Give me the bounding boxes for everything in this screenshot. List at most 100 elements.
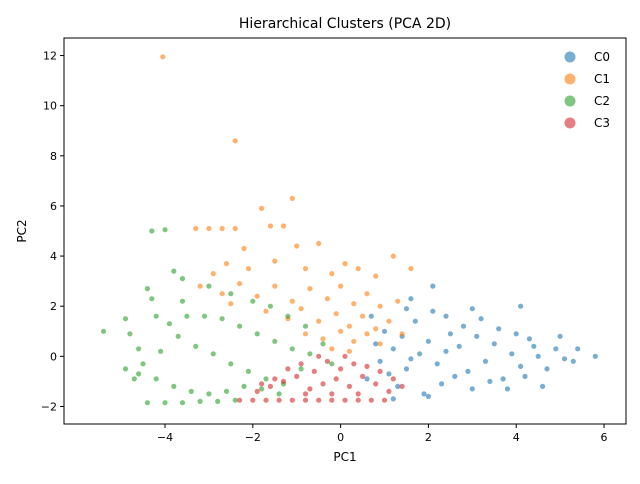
data-point-c3 xyxy=(360,373,366,379)
data-point-c1 xyxy=(351,338,357,344)
y-axis: −2 0 2 4 6 8 10 12 xyxy=(41,50,64,413)
data-point-c1 xyxy=(302,266,309,272)
data-point-c2 xyxy=(289,346,295,352)
data-point-c1 xyxy=(280,223,287,229)
data-point-c3 xyxy=(390,376,396,382)
y-tick-label: 2 xyxy=(50,300,57,313)
data-point-c0 xyxy=(364,376,370,382)
data-point-c0 xyxy=(535,353,541,359)
data-point-c3 xyxy=(346,383,352,389)
data-point-c1 xyxy=(302,331,309,337)
data-point-c2 xyxy=(122,366,129,372)
data-point-c1 xyxy=(399,331,405,337)
data-point-c0 xyxy=(465,368,471,374)
data-point-c0 xyxy=(474,333,480,339)
data-point-c0 xyxy=(460,323,467,329)
data-point-c0 xyxy=(553,346,559,352)
data-point-c0 xyxy=(395,383,401,389)
data-point-c2 xyxy=(228,361,234,367)
data-point-c1 xyxy=(263,308,269,314)
data-point-c3 xyxy=(267,383,273,389)
y-tick-label: 12 xyxy=(43,50,57,63)
data-point-c0 xyxy=(469,386,475,392)
legend-label-c0: C0 xyxy=(594,50,610,64)
data-point-c1 xyxy=(272,258,278,264)
data-point-c3 xyxy=(338,366,344,372)
data-point-c3 xyxy=(316,353,322,359)
x-axis: −4 −2 0 2 4 6 xyxy=(157,424,608,444)
data-point-c2 xyxy=(136,346,142,352)
data-point-c1 xyxy=(160,54,166,60)
data-point-c0 xyxy=(381,328,388,334)
data-point-c2 xyxy=(263,376,269,382)
data-point-c2 xyxy=(127,331,133,337)
data-point-c2 xyxy=(144,400,150,406)
data-point-c2 xyxy=(241,383,247,389)
y-axis-label: PC2 xyxy=(15,219,29,242)
data-point-c1 xyxy=(254,293,260,299)
data-point-c1 xyxy=(338,328,344,334)
data-point-c0 xyxy=(557,333,563,339)
data-point-c1 xyxy=(329,271,335,277)
legend-marker-c3 xyxy=(564,117,576,129)
x-tick-label: 4 xyxy=(513,431,520,444)
data-point-c3 xyxy=(302,397,309,403)
data-point-c2 xyxy=(237,323,243,329)
data-point-c3 xyxy=(329,391,335,397)
data-point-c1 xyxy=(324,296,330,302)
data-point-c2 xyxy=(298,366,304,372)
data-point-c0 xyxy=(390,346,396,352)
data-point-c2 xyxy=(276,391,282,397)
data-point-c3 xyxy=(399,383,405,389)
data-point-c2 xyxy=(162,227,168,233)
data-point-c0 xyxy=(518,363,524,369)
data-point-c1 xyxy=(316,240,322,247)
data-point-c1 xyxy=(390,253,396,259)
data-point-c2 xyxy=(206,391,212,397)
data-point-c1 xyxy=(298,306,304,312)
data-point-c2 xyxy=(162,400,168,406)
data-point-c0 xyxy=(487,378,493,384)
data-point-c0 xyxy=(373,341,379,347)
data-point-c2 xyxy=(144,286,150,292)
data-point-c2 xyxy=(228,291,234,297)
data-point-c0 xyxy=(509,351,515,357)
data-point-c1 xyxy=(223,261,230,267)
data-point-c2 xyxy=(158,348,164,354)
data-point-c2 xyxy=(122,316,129,322)
data-point-c2 xyxy=(179,298,186,304)
data-point-c0 xyxy=(403,306,410,312)
data-point-c0 xyxy=(575,346,581,352)
data-point-c0 xyxy=(518,303,524,309)
data-point-c2 xyxy=(285,313,291,319)
data-point-c2 xyxy=(153,313,159,319)
x-axis-label: PC1 xyxy=(333,450,356,464)
data-point-c2 xyxy=(179,276,186,282)
data-point-c0 xyxy=(390,396,396,402)
data-point-c3 xyxy=(276,397,282,403)
data-point-c0 xyxy=(570,358,576,364)
data-point-c0 xyxy=(443,313,449,319)
data-point-c3 xyxy=(342,353,348,359)
data-point-c3 xyxy=(333,376,339,382)
data-point-c3 xyxy=(324,358,330,364)
data-point-c1 xyxy=(355,266,361,272)
data-point-c1 xyxy=(351,301,357,307)
data-point-c2 xyxy=(307,351,313,357)
points-layer xyxy=(100,54,598,406)
data-point-c2 xyxy=(153,376,159,382)
data-point-c2 xyxy=(171,268,177,274)
data-point-c0 xyxy=(443,348,449,354)
data-point-c1 xyxy=(395,298,401,304)
data-point-c2 xyxy=(149,228,155,234)
data-point-c0 xyxy=(417,351,423,357)
legend: C0 C1 C2 C3 xyxy=(564,50,610,130)
data-point-c2 xyxy=(197,398,203,404)
data-point-c0 xyxy=(531,343,537,349)
legend-label-c2: C2 xyxy=(594,94,610,108)
legend-marker-c2 xyxy=(564,95,576,107)
legend-marker-c0 xyxy=(564,51,576,63)
data-point-c3 xyxy=(311,368,317,374)
